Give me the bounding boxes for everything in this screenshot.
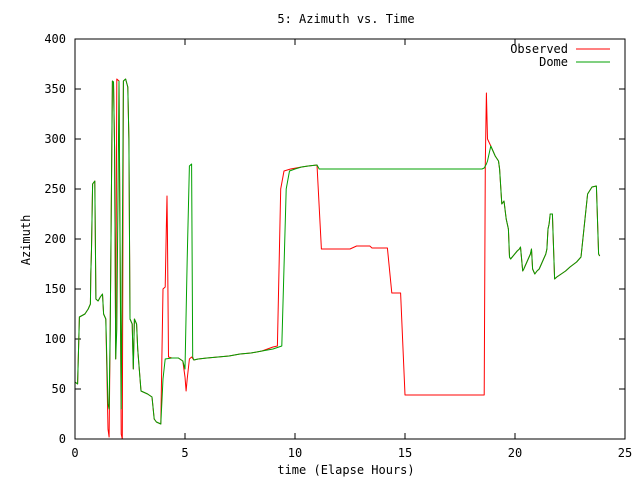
y-tick-label: 350 (44, 82, 66, 96)
x-tick-label: 10 (288, 446, 302, 460)
x-tick-label: 15 (398, 446, 412, 460)
x-axis-label: time (Elapse Hours) (277, 463, 414, 477)
y-tick-label: 400 (44, 32, 66, 46)
legend-label-dome: Dome (539, 55, 568, 69)
y-tick-label: 50 (52, 382, 66, 396)
x-tick-label: 0 (71, 446, 78, 460)
y-tick-label: 100 (44, 332, 66, 346)
series-lines (74, 78, 601, 440)
y-axis-label: Azimuth (19, 215, 33, 266)
x-tick-label: 25 (618, 446, 632, 460)
series-line-dome (74, 78, 601, 425)
y-tick-label: 0 (59, 432, 66, 446)
y-tick-label: 300 (44, 132, 66, 146)
x-axis-ticks: 0 5 10 15 20 25 (71, 39, 632, 460)
chart-title: 5: Azimuth vs. Time (277, 12, 414, 26)
plot-frame (74, 38, 626, 440)
x-tick-label: 20 (508, 446, 522, 460)
x-tick-label: 5 (181, 446, 188, 460)
y-tick-label: 150 (44, 282, 66, 296)
y-axis-ticks: 0 50 100 150 200 250 300 350 400 (44, 32, 625, 446)
y-tick-label: 250 (44, 182, 66, 196)
legend-label-observed: Observed (510, 42, 568, 56)
y-tick-label: 200 (44, 232, 66, 246)
